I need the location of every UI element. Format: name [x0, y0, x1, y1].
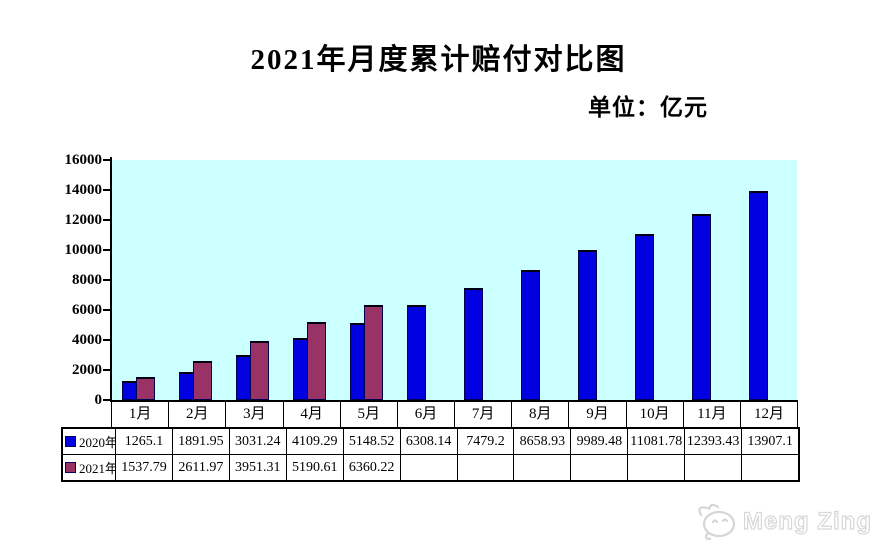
watermark-text: Meng Zing [742, 507, 872, 535]
legend-swatch-2020年 [65, 436, 76, 447]
bar-2020年-12月 [749, 191, 768, 400]
series-label: 2021年 [79, 461, 116, 476]
value-cell-2020年-9月: 9989.48 [571, 429, 629, 454]
value-cell-2020年-4月: 4109.29 [287, 429, 344, 454]
x-axis-label-7月: 7月 [455, 402, 513, 427]
y-tick-mark [103, 369, 110, 371]
legend-cell-2020年: 2020年 [63, 429, 116, 454]
y-axis-line [110, 157, 112, 402]
y-tick-mark [103, 309, 110, 311]
bar-2020年-9月 [578, 250, 597, 400]
value-cell-2020年-5月: 5148.52 [344, 429, 401, 454]
y-tick-mark [103, 399, 110, 401]
y-tick-mark [103, 339, 110, 341]
table-row-2021年: 2021年 1537.79 2611.97 3951.31 5190.61 6360.22 [63, 455, 798, 480]
y-tick-label-14000: 14000 [64, 182, 103, 198]
y-tick-label-4000: 4000 [72, 332, 102, 348]
bar-2020年-11月 [692, 214, 711, 400]
value-cell-2021年-9月 [571, 455, 629, 480]
x-axis-label-11月: 11月 [684, 402, 741, 427]
bar-2021年-2月 [193, 361, 212, 400]
x-axis-label-3月: 3月 [226, 402, 284, 427]
watermark: Meng Zing [694, 502, 872, 542]
bar-2021年-3月 [250, 341, 269, 400]
y-tick-label-12000: 12000 [64, 212, 103, 228]
plot-area [112, 160, 797, 400]
legend-cell-2021年: 2021年 [63, 455, 116, 480]
unit-label: 单位：亿元 [588, 95, 708, 120]
bar-2020年-6月 [407, 305, 426, 400]
cat-face-logo-icon [698, 503, 736, 541]
value-cell-2021年-8月 [514, 455, 572, 480]
value-cell-2020年-2月: 1891.95 [173, 429, 230, 454]
value-cell-2021年-11月 [685, 455, 743, 480]
bar-2021年-4月 [307, 322, 326, 400]
value-cell-2021年-1月: 1537.79 [116, 455, 173, 480]
value-cell-2020年-3月: 3031.24 [230, 429, 287, 454]
x-axis-label-5月: 5月 [341, 402, 398, 427]
x-axis-table: 1月 2月 3月 4月 5月 6月 7月 8月 9月 10月 11月 12月 [111, 400, 798, 427]
x-axis-label-6月: 6月 [398, 402, 456, 427]
value-cell-2020年-12月: 13907.1 [747, 434, 793, 449]
value-cell-2021年-6月 [401, 455, 458, 480]
x-axis-label-8月: 8月 [512, 402, 570, 427]
value-cell-2021年-7月 [458, 455, 515, 480]
x-axis-label-9月: 9月 [569, 402, 627, 427]
bar-2021年-5月 [364, 305, 383, 400]
y-tick-label-10000: 10000 [64, 242, 103, 258]
x-axis-label-10月: 10月 [627, 402, 684, 427]
legend-swatch-2021年 [65, 462, 76, 473]
y-tick-label-8000: 8000 [72, 272, 102, 288]
y-tick-mark [103, 159, 110, 161]
bar-2020年-7月 [464, 288, 483, 400]
value-cell-2020年-7月: 7479.2 [458, 429, 515, 454]
value-cell-2020年-11月: 12393.43 [685, 429, 743, 454]
data-table: 2020年 1265.1 1891.95 3031.24 4109.29 5148.52 6… [61, 427, 800, 482]
bar-2021年-1月 [136, 377, 155, 400]
y-tick-mark [103, 279, 110, 281]
value-cell-2020年-8月: 8658.93 [514, 429, 572, 454]
x-axis-label-1月: 1月 [112, 402, 170, 427]
value-cell-2021年-4月: 5190.61 [287, 455, 344, 480]
x-axis-label-4月: 4月 [284, 402, 341, 427]
table-row-2020年: 2020年 1265.1 1891.95 3031.24 4109.29 5148.52 6… [63, 429, 798, 455]
value-cell-2020年-10月: 11081.78 [628, 429, 686, 454]
value-cell-2021年-3月: 3951.31 [230, 455, 287, 480]
x-axis-label-2月: 2月 [169, 402, 227, 427]
bar-2020年-10月 [635, 234, 654, 400]
y-tick-label-16000: 16000 [64, 152, 103, 168]
value-cell-2020年-1月: 1265.1 [116, 429, 173, 454]
value-cell-2021年-2月: 2611.97 [173, 455, 230, 480]
value-cell-2021年-5月: 6360.22 [344, 455, 401, 480]
value-cell-2021年-10月 [628, 455, 686, 480]
y-tick-label-2000: 2000 [72, 362, 102, 378]
y-tick-label-0: 0 [94, 392, 103, 408]
value-cell-2021年-12月 [742, 455, 798, 480]
chart-title: 2021年月度累计赔付对比图 [250, 44, 627, 76]
y-tick-mark [103, 219, 110, 221]
y-tick-mark [103, 249, 110, 251]
y-tick-label-6000: 6000 [72, 302, 102, 318]
series-label: 2020年 [79, 435, 116, 450]
x-axis-label-12月: 12月 [753, 406, 784, 422]
bar-2020年-8月 [521, 270, 540, 400]
y-tick-mark [103, 189, 110, 191]
value-cell-2020年-6月: 6308.14 [401, 429, 458, 454]
